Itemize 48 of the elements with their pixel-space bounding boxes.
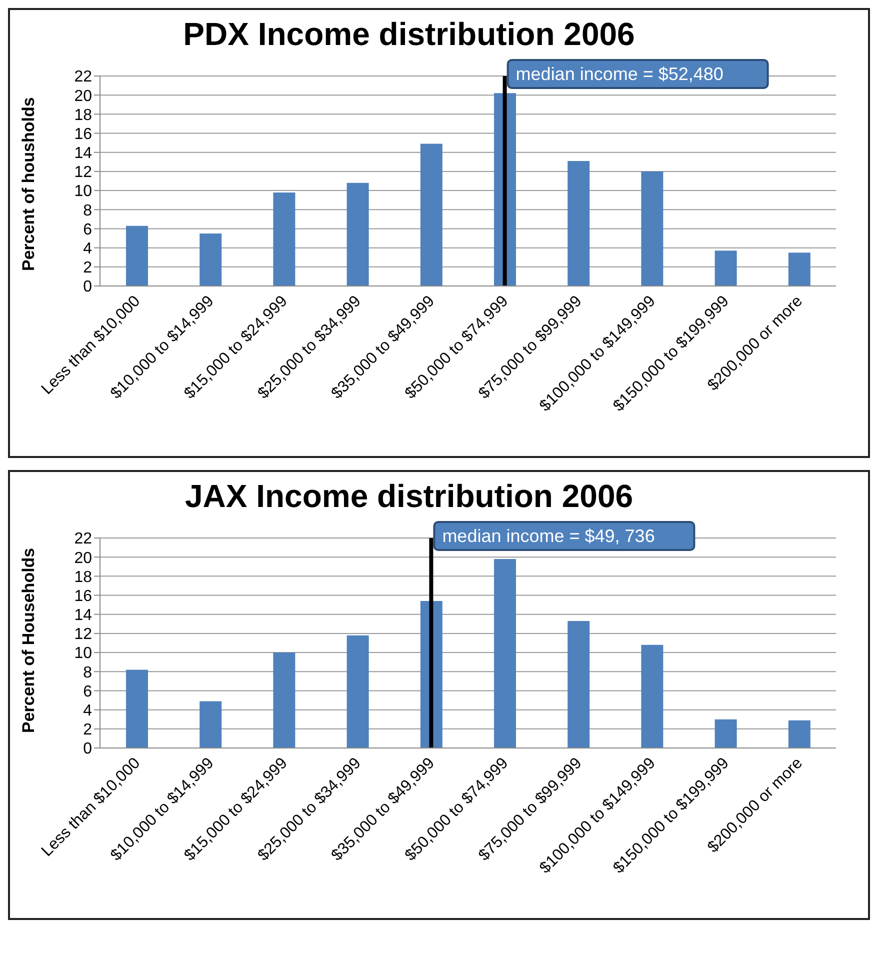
bar [273,192,296,286]
bar [788,252,810,286]
bar [641,171,664,286]
bar [200,234,222,286]
y-tick-label: 18 [74,568,92,586]
y-tick-label: 22 [74,530,92,548]
y-tick-label: 16 [74,588,92,605]
y-tick-label: 2 [83,722,92,739]
bar [494,559,516,748]
y-tick-label: 22 [74,68,92,86]
y-tick-label: 20 [74,550,92,567]
y-tick-label: 14 [74,607,92,624]
bar [568,160,590,286]
bar [346,182,369,286]
y-tick-label: 10 [74,183,92,200]
y-tick-label: 0 [83,278,92,296]
bar [714,250,737,286]
bar [126,226,148,286]
ref-line-label: median income = $49, 736 [442,526,655,546]
bar [420,144,442,286]
bar [200,701,222,748]
bar [641,644,664,748]
y-tick-label: 12 [74,626,92,644]
y-tick-label: 14 [74,145,92,162]
bar [273,652,296,748]
bar [126,670,148,748]
y-tick-label: 4 [83,240,92,258]
y-tick-label: 0 [83,740,92,758]
y-tick-label: 20 [74,88,92,105]
bar [568,621,590,748]
y-tick-label: 18 [74,106,92,124]
y-tick-label: 12 [74,164,92,182]
y-tick-label: 8 [83,664,92,682]
bar [788,720,810,748]
bar [714,719,737,748]
chart-title: JAX Income distribution 2006 [184,478,634,516]
y-tick-label: 6 [83,683,92,700]
y-axis-title: Percent of housholds [19,97,38,271]
y-tick-label: 16 [74,126,92,143]
chart-title: PDX Income distribution 2006 [182,16,636,54]
bar [346,635,369,748]
ref-line-label: median income = $52,480 [516,64,724,84]
y-tick-label: 4 [83,702,92,720]
y-tick-label: 2 [83,260,92,277]
y-tick-label: 8 [83,202,92,220]
y-axis-title: Percent of Households [19,548,38,733]
y-tick-label: 6 [83,221,92,238]
y-tick-label: 10 [74,645,92,662]
